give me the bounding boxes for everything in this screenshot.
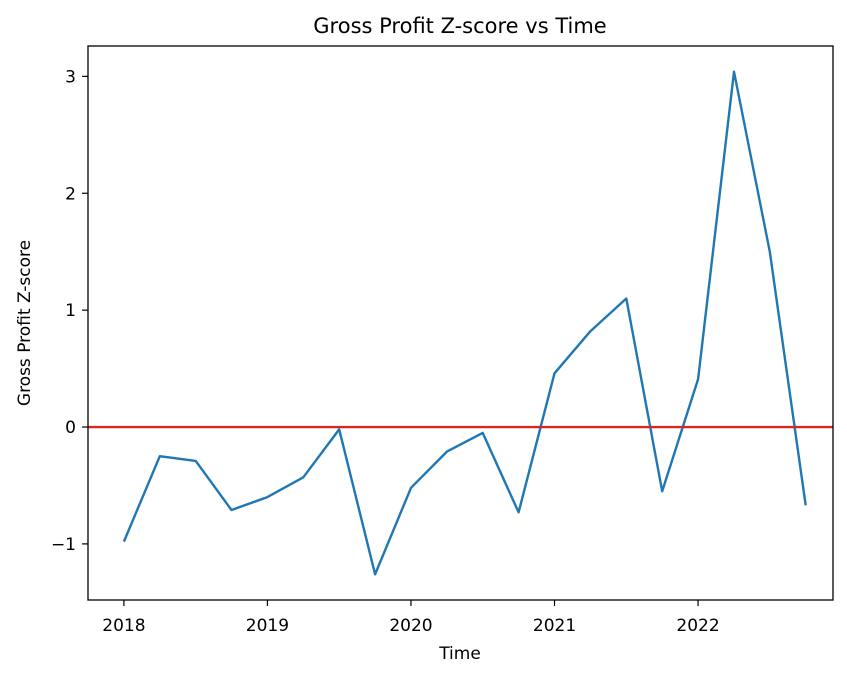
x-axis-label: Time [438,644,481,664]
x-tick-label-2019: 2019 [246,616,289,636]
y-tick-label--1: −1 [51,535,76,555]
y-tick-label-1: 1 [65,301,76,321]
x-tick-label-2020: 2020 [389,616,432,636]
y-tick-label-3: 3 [65,67,76,87]
x-tick-label-2018: 2018 [102,616,145,636]
y-tick-label-0: 0 [65,418,76,438]
x-tick-label-2022: 2022 [676,616,719,636]
plot-frame [87,45,834,601]
series-line-0 [122,70,807,576]
x-tick-label-2021: 2021 [533,616,576,636]
y-axis-label: Gross Profit Z-score [15,240,35,406]
y-tick-label-2: 2 [65,184,76,204]
chart-title: Gross Profit Z-score vs Time [313,14,606,38]
